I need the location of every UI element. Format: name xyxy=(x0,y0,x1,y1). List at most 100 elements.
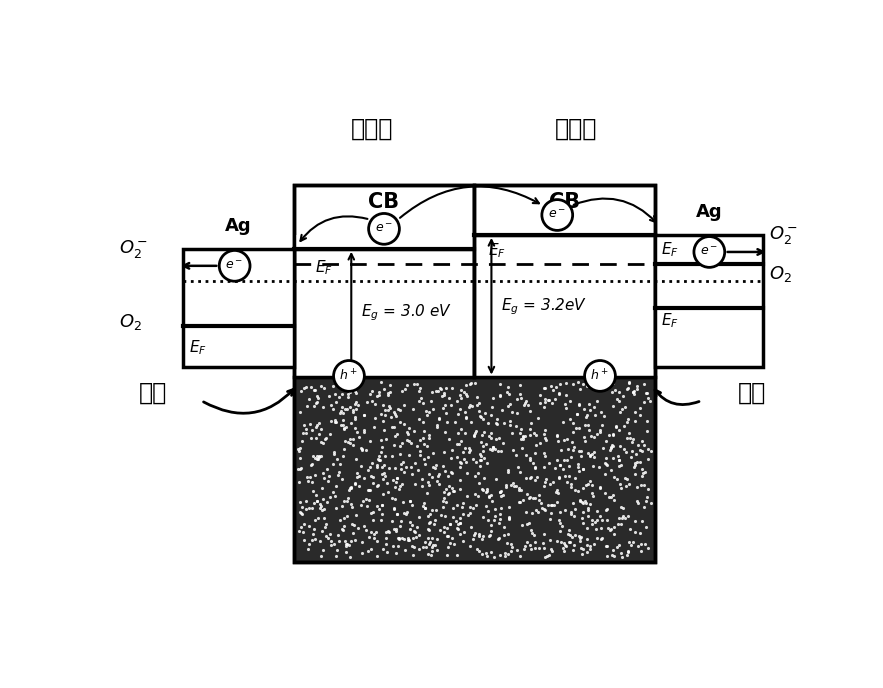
Point xyxy=(333,514,347,525)
Point xyxy=(532,543,546,554)
Point xyxy=(305,458,319,469)
Point xyxy=(574,450,588,461)
Point xyxy=(389,526,403,537)
Point xyxy=(573,383,587,394)
Point xyxy=(583,544,597,555)
Point xyxy=(441,530,455,541)
Point xyxy=(560,477,574,488)
Point xyxy=(504,407,518,418)
Point xyxy=(493,514,507,525)
Point xyxy=(311,453,325,464)
Point xyxy=(579,522,593,533)
Point xyxy=(332,380,346,391)
Point xyxy=(570,462,585,473)
Point xyxy=(393,405,407,416)
Point xyxy=(618,473,632,484)
Point xyxy=(426,447,440,458)
Point xyxy=(339,541,353,552)
Point xyxy=(339,422,353,433)
Point xyxy=(523,405,537,416)
Point xyxy=(479,483,494,494)
Point xyxy=(374,377,388,388)
Point xyxy=(568,504,582,515)
Point xyxy=(440,416,454,427)
Point xyxy=(494,445,508,456)
Text: 锐鑂矿: 锐鑂矿 xyxy=(555,117,598,141)
Point xyxy=(453,474,467,485)
Point xyxy=(450,408,464,419)
Point xyxy=(365,458,379,469)
Point xyxy=(357,426,371,437)
Point xyxy=(336,407,351,418)
Point xyxy=(551,436,565,447)
Point xyxy=(400,379,414,390)
Point xyxy=(576,517,590,528)
Point xyxy=(435,403,449,414)
Point xyxy=(519,507,533,518)
Point xyxy=(532,389,547,400)
Point xyxy=(566,418,580,429)
Text: $e^-$: $e^-$ xyxy=(375,222,393,235)
Point xyxy=(628,515,642,526)
Point xyxy=(609,420,623,431)
Point xyxy=(494,389,508,400)
Point xyxy=(293,507,307,518)
Point xyxy=(612,424,626,435)
Point xyxy=(429,420,443,431)
Point xyxy=(430,533,444,544)
Point xyxy=(375,509,389,520)
Point xyxy=(630,380,644,391)
Point xyxy=(557,454,571,465)
Point xyxy=(444,444,458,455)
Point xyxy=(576,497,590,508)
Point xyxy=(422,539,436,550)
Point xyxy=(541,394,555,405)
Point xyxy=(567,442,581,453)
Point xyxy=(541,499,555,510)
Point xyxy=(389,548,403,559)
Point xyxy=(521,399,535,410)
Point xyxy=(379,533,393,544)
Point xyxy=(309,453,323,464)
Point xyxy=(437,389,451,400)
Point xyxy=(361,546,375,557)
Point xyxy=(612,513,626,524)
Point xyxy=(426,546,440,557)
Point xyxy=(466,430,480,441)
Point xyxy=(510,462,525,473)
Point xyxy=(418,453,432,464)
Point xyxy=(309,432,323,443)
Point xyxy=(576,543,590,554)
Point xyxy=(394,459,408,470)
Point xyxy=(573,536,587,547)
Point xyxy=(454,458,468,469)
Point xyxy=(343,437,357,448)
Point xyxy=(359,444,374,455)
Point xyxy=(448,416,462,427)
Point xyxy=(338,403,352,414)
Point xyxy=(635,471,649,482)
Point xyxy=(520,489,534,500)
Point xyxy=(558,504,572,515)
Point xyxy=(456,447,470,458)
Point xyxy=(316,493,330,504)
Point xyxy=(491,446,505,457)
Point xyxy=(395,385,409,396)
Point xyxy=(572,495,586,506)
Point xyxy=(513,550,527,561)
Point xyxy=(550,497,564,508)
Point xyxy=(301,394,315,405)
Point xyxy=(314,424,328,435)
Point xyxy=(374,447,388,458)
Point xyxy=(374,435,389,446)
Point xyxy=(607,550,621,561)
Point xyxy=(457,386,471,397)
Point xyxy=(297,420,311,431)
Point xyxy=(321,475,335,486)
Circle shape xyxy=(219,250,250,281)
Point xyxy=(453,390,467,401)
Point xyxy=(381,526,395,537)
Point xyxy=(476,441,490,452)
Point xyxy=(449,516,464,527)
Point xyxy=(375,462,389,473)
